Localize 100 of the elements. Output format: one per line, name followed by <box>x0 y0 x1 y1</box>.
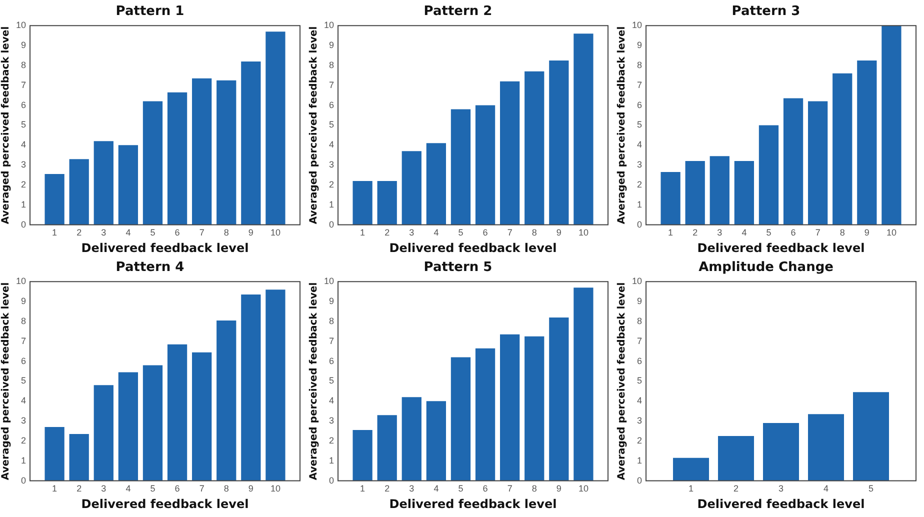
x-tick-label: 4 <box>823 484 829 494</box>
bar <box>475 348 496 481</box>
bar <box>734 161 754 225</box>
x-tick-label: 4 <box>126 484 131 494</box>
bar <box>524 336 544 481</box>
bar <box>44 174 64 225</box>
x-tick-label: 3 <box>101 228 106 238</box>
x-tick-label: 5 <box>150 484 156 494</box>
bar <box>660 172 680 225</box>
x-tick-label: 1 <box>688 484 694 494</box>
x-tick-label: 9 <box>248 484 254 494</box>
bar <box>167 344 188 481</box>
bar <box>673 458 710 481</box>
y-tick-label: 8 <box>636 316 642 326</box>
y-tick-label: 0 <box>20 219 26 230</box>
bar <box>426 143 446 225</box>
bar <box>832 73 852 225</box>
bar <box>142 101 163 225</box>
bar <box>500 81 520 225</box>
y-tick-label: 1 <box>20 199 26 210</box>
y-tick-label: 10 <box>632 20 642 30</box>
x-tick-label: 10 <box>578 484 588 494</box>
bar <box>142 365 163 481</box>
x-tick-label: 2 <box>76 484 82 494</box>
bar <box>685 161 705 225</box>
x-tick-label: 3 <box>778 484 784 494</box>
y-tick-label: 6 <box>328 100 334 110</box>
bar <box>853 392 889 481</box>
x-axis-title: Delivered feedback level <box>697 496 865 511</box>
bar <box>352 430 372 481</box>
x-tick-label: 5 <box>458 484 464 494</box>
bar <box>524 71 544 225</box>
chart-title: Amplitude Change <box>698 260 834 276</box>
y-tick-label: 0 <box>636 475 642 486</box>
bar <box>549 60 569 225</box>
y-tick-label: 7 <box>636 336 642 346</box>
bar <box>167 92 188 225</box>
x-tick-label: 2 <box>734 484 739 494</box>
y-axis-title: Averaged perceived feedback level <box>616 282 628 480</box>
y-tick-label: 7 <box>636 80 642 90</box>
y-tick-label: 8 <box>328 316 334 326</box>
x-tick-label: 9 <box>556 228 562 238</box>
y-tick-label: 6 <box>20 356 26 366</box>
x-tick-label: 4 <box>434 484 439 494</box>
x-tick-label: 1 <box>52 228 58 238</box>
y-tick-label: 9 <box>328 40 334 50</box>
y-tick-label: 7 <box>328 80 334 90</box>
bar <box>475 105 496 225</box>
chart-title: Pattern 2 <box>424 4 492 20</box>
y-tick-label: 6 <box>636 356 642 366</box>
bar <box>377 415 397 481</box>
x-tick-label: 3 <box>717 228 722 238</box>
y-tick-label: 4 <box>636 140 642 150</box>
bar <box>783 98 804 225</box>
y-tick-label: 3 <box>636 416 642 426</box>
bar <box>402 397 422 481</box>
bar <box>44 427 64 481</box>
y-tick-label: 1 <box>328 455 334 466</box>
y-tick-label: 4 <box>328 396 334 406</box>
y-axis-title: Averaged perceived feedback level <box>308 282 320 480</box>
y-tick-label: 2 <box>328 435 334 446</box>
y-tick-label: 9 <box>20 40 26 50</box>
x-tick-label: 2 <box>76 228 82 238</box>
x-tick-label: 4 <box>742 228 747 238</box>
bar <box>241 61 261 225</box>
chart-title: Pattern 1 <box>116 4 184 20</box>
x-tick-label: 6 <box>790 228 796 238</box>
x-tick-label: 10 <box>578 228 588 238</box>
y-tick-label: 6 <box>636 100 642 110</box>
x-tick-label: 7 <box>199 484 204 494</box>
bar <box>266 32 286 225</box>
bar <box>118 145 138 225</box>
bar <box>426 401 446 481</box>
y-tick-label: 4 <box>328 140 334 150</box>
bar <box>94 385 114 481</box>
x-tick-label: 3 <box>101 484 106 494</box>
x-tick-label: 5 <box>766 228 772 238</box>
bar <box>402 151 422 225</box>
bar <box>192 78 212 225</box>
y-axis-title: Averaged perceived feedback level <box>0 26 12 224</box>
bar <box>857 60 877 225</box>
y-tick-label: 1 <box>636 455 642 466</box>
bar <box>352 180 372 225</box>
x-tick-label: 4 <box>434 228 439 238</box>
bar <box>763 423 800 481</box>
y-tick-label: 1 <box>328 199 334 210</box>
y-tick-label: 7 <box>20 336 26 346</box>
y-tick-label: 10 <box>16 20 26 30</box>
y-tick-label: 7 <box>20 80 26 90</box>
y-tick-label: 5 <box>636 120 642 130</box>
bar <box>192 352 212 481</box>
y-axis-title: Averaged perceived feedback level <box>308 26 320 224</box>
y-tick-label: 0 <box>328 475 334 486</box>
y-tick-label: 9 <box>636 40 642 50</box>
y-axis-title: Averaged perceived feedback level <box>616 26 628 224</box>
x-tick-label: 1 <box>668 228 674 238</box>
x-tick-label: 4 <box>126 228 131 238</box>
x-tick-label: 2 <box>384 228 390 238</box>
x-tick-label: 6 <box>174 484 180 494</box>
x-tick-label: 9 <box>556 484 562 494</box>
